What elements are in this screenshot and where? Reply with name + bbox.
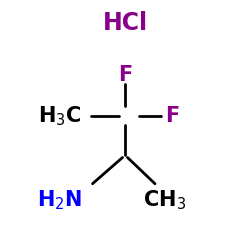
Text: H$_2$N: H$_2$N <box>38 188 82 212</box>
Text: HCl: HCl <box>102 10 148 34</box>
Text: H$_3$C: H$_3$C <box>38 104 82 128</box>
Text: F: F <box>118 65 132 85</box>
Text: F: F <box>166 106 179 126</box>
Text: CH$_3$: CH$_3$ <box>144 188 186 212</box>
